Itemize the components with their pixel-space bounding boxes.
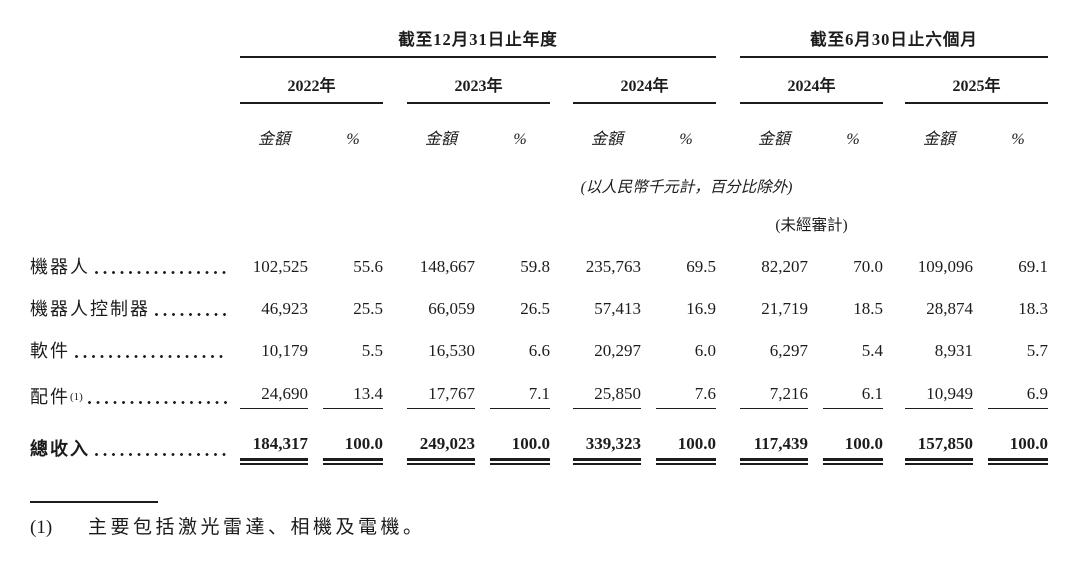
year-header-row: 2022年 2023年 2024年 2024年 2025年 <box>30 58 1048 104</box>
year-header-2024: 2024年 <box>573 72 716 104</box>
percent-column-header: % <box>513 131 527 148</box>
value-cell: 235,763 <box>585 257 641 276</box>
amount-column-header: 金額 <box>424 131 457 148</box>
table-row-total-revenue: 總收入 184,317 100.0 249,023 100.0 339,323 … <box>30 409 1048 465</box>
value-cell: 18.3 <box>1018 299 1048 318</box>
amount-column-header: 金額 <box>257 131 290 148</box>
footnote-divider <box>30 501 158 503</box>
dot-leader <box>87 401 227 404</box>
units-note-row: (以人民幣千元計，百分比除外) <box>30 151 1048 199</box>
amount-column-header: 金額 <box>922 131 955 148</box>
value-cell: 21,719 <box>761 299 808 318</box>
value-cell: 24,690 <box>240 384 308 409</box>
year-header-2023: 2023年 <box>407 72 550 104</box>
total-row-label: 總收入 <box>30 435 240 461</box>
percent-column-header: % <box>346 131 360 148</box>
amount-percent-header-row: 金額 % 金額 % 金額 % 金額 % 金額 % <box>30 104 1048 151</box>
revenue-breakdown-table: 截至12月31日止年度 截至6月30日止六個月 2022年 2023年 2024… <box>30 24 1048 465</box>
footnote: (1) 主要包括激光雷達、相機及電機。 <box>30 512 1080 539</box>
value-cell: 66,059 <box>428 299 475 318</box>
dot-leader <box>155 313 227 316</box>
value-cell: 5.7 <box>1026 341 1048 360</box>
total-value-cell: 100.0 <box>656 434 716 465</box>
year-header-2025-interim: 2025年 <box>905 72 1048 104</box>
value-cell: 10,179 <box>261 341 308 360</box>
table-row-accessories: 配件 (1) 24,690 13.4 17,767 7.1 25,850 7.6 … <box>30 363 1048 409</box>
value-cell: 102,525 <box>252 257 308 276</box>
value-cell: 18.5 <box>853 299 883 318</box>
value-cell: 25,850 <box>573 384 641 409</box>
total-value-cell: 157,850 <box>905 434 973 465</box>
value-cell: 6.6 <box>528 341 550 360</box>
percent-column-header: % <box>846 131 860 148</box>
total-value-cell: 100.0 <box>823 434 883 465</box>
total-value-cell: 117,439 <box>740 434 808 465</box>
table-row-robot-controllers: 機器人控制器 46,923 25.5 66,059 26.5 57,413 16… <box>30 279 1048 321</box>
total-value-cell: 100.0 <box>323 434 383 465</box>
table-row-robots: 機器人 102,525 55.6 148,667 59.8 235,763 69… <box>30 237 1048 279</box>
period-annual-header: 截至12月31日止年度 <box>240 26 716 58</box>
value-cell: 25.5 <box>353 299 383 318</box>
value-cell: 8,931 <box>934 341 973 360</box>
value-cell: 16,530 <box>428 341 475 360</box>
table-row-software: 軟件 10,179 5.5 16,530 6.6 20,297 6.0 6,29… <box>30 321 1048 363</box>
value-cell: 148,667 <box>419 257 475 276</box>
value-cell: 6.0 <box>694 341 716 360</box>
value-cell: 17,767 <box>407 384 475 409</box>
value-cell: 46,923 <box>261 299 308 318</box>
value-cell: 7.1 <box>490 384 550 409</box>
footnote-ref-superscript: (1) <box>70 391 83 403</box>
value-cell: 55.6 <box>353 257 383 276</box>
total-value-cell: 100.0 <box>988 434 1048 465</box>
total-value-cell: 339,323 <box>573 434 641 465</box>
footnote-text: 主要包括激光雷達、相機及電機。 <box>88 517 426 538</box>
row-label: 機器人 <box>30 253 240 279</box>
percent-column-header: % <box>679 131 693 148</box>
amount-column-header: 金額 <box>757 131 790 148</box>
unaudited-note-row: (未經審計) <box>30 199 1048 237</box>
value-cell: 70.0 <box>853 257 883 276</box>
value-cell: 7,216 <box>740 384 808 409</box>
total-value-cell: 184,317 <box>240 434 308 465</box>
period-interim-header: 截至6月30日止六個月 <box>740 26 1048 58</box>
value-cell: 20,297 <box>594 341 641 360</box>
unaudited-note: (未經審計) <box>775 217 848 234</box>
value-cell: 82,207 <box>761 257 808 276</box>
year-header-2024-interim: 2024年 <box>740 72 883 104</box>
value-cell: 7.6 <box>656 384 716 409</box>
total-value-cell: 249,023 <box>407 434 475 465</box>
row-label: 機器人控制器 <box>30 295 240 321</box>
value-cell: 59.8 <box>520 257 550 276</box>
row-label: 配件 (1) <box>30 383 240 409</box>
percent-column-header: % <box>1011 131 1025 148</box>
value-cell: 5.4 <box>861 341 883 360</box>
value-cell: 16.9 <box>686 299 716 318</box>
year-header-2022: 2022年 <box>240 72 383 104</box>
value-cell: 6.1 <box>823 384 883 409</box>
dot-leader <box>95 271 227 274</box>
amount-column-header: 金額 <box>590 131 623 148</box>
value-cell: 109,096 <box>917 257 973 276</box>
value-cell: 69.1 <box>1018 257 1048 276</box>
units-note: (以人民幣千元計，百分比除外) <box>580 179 793 196</box>
value-cell: 6,297 <box>769 341 808 360</box>
value-cell: 10,949 <box>905 384 973 409</box>
value-cell: 6.9 <box>988 384 1048 409</box>
dot-leader <box>75 355 227 358</box>
value-cell: 13.4 <box>323 384 383 409</box>
value-cell: 5.5 <box>361 341 383 360</box>
period-header-row: 截至12月31日止年度 截至6月30日止六個月 <box>30 24 1048 58</box>
value-cell: 28,874 <box>926 299 973 318</box>
row-label: 軟件 <box>30 337 240 363</box>
dot-leader <box>95 453 227 456</box>
value-cell: 26.5 <box>520 299 550 318</box>
value-cell: 57,413 <box>594 299 641 318</box>
total-value-cell: 100.0 <box>490 434 550 465</box>
footnote-marker: (1) <box>30 517 53 538</box>
value-cell: 69.5 <box>686 257 716 276</box>
